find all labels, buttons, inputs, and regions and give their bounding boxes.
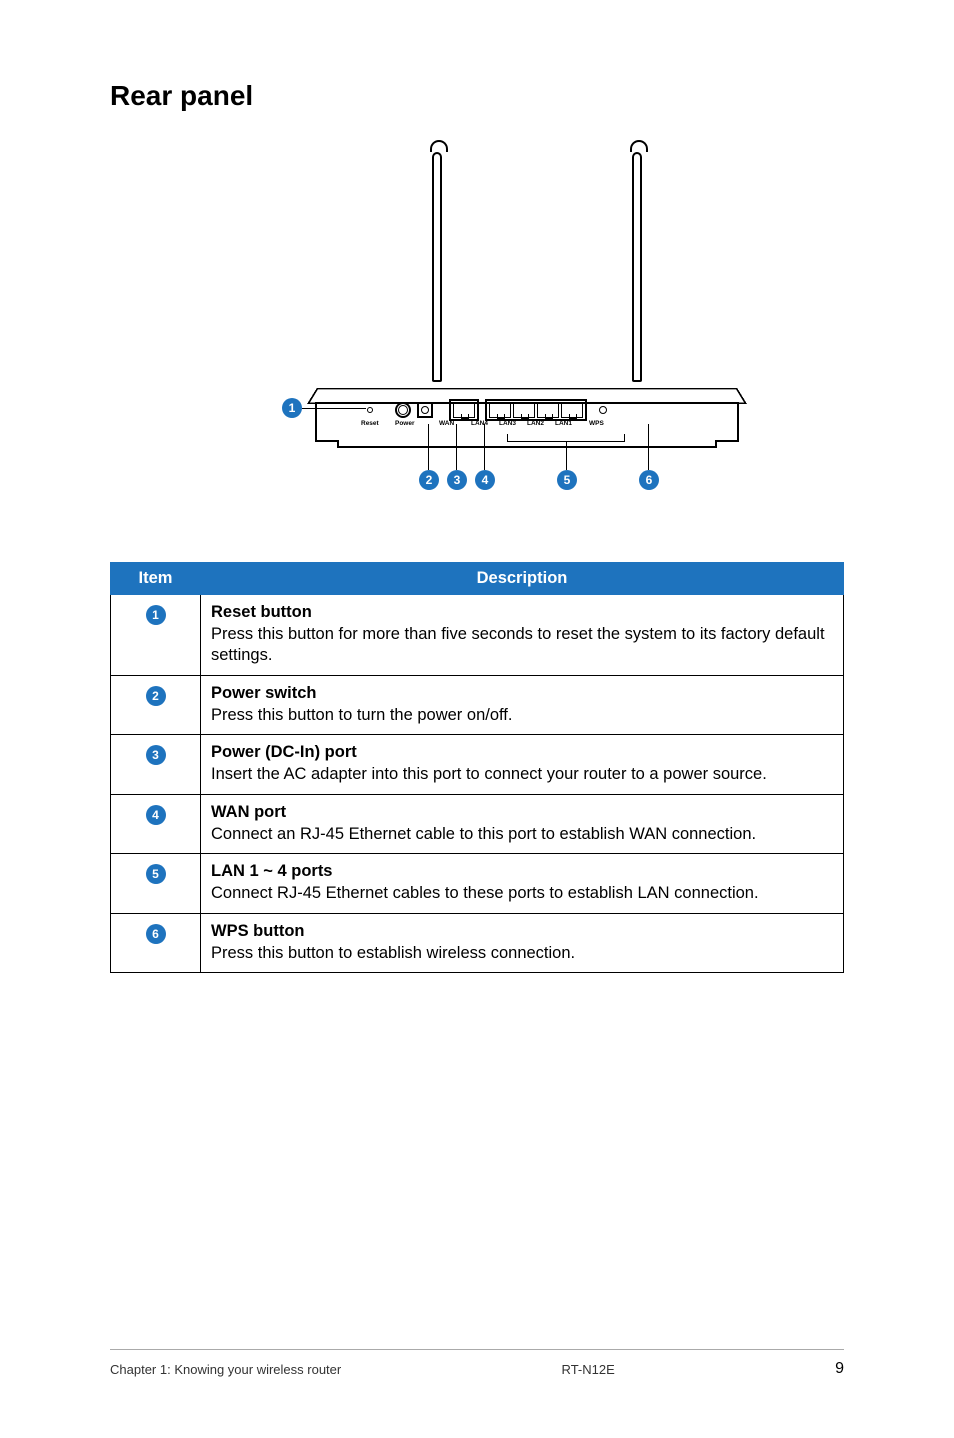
footer-chapter: Chapter 1: Knowing your wireless router xyxy=(110,1362,341,1377)
callout-4: 4 xyxy=(475,470,495,490)
callout-3-line xyxy=(456,424,457,470)
label-lan1: LAN1 xyxy=(555,420,572,427)
description-body: Connect RJ-45 Ethernet cables to these p… xyxy=(211,883,833,904)
description-title: Reset button xyxy=(211,603,833,622)
item-badge: 6 xyxy=(146,924,166,944)
footer-model: RT-N12E xyxy=(562,1362,615,1377)
section-title: Rear panel xyxy=(110,80,844,112)
description-title: Power switch xyxy=(211,684,833,703)
callout-2: 2 xyxy=(419,470,439,490)
description-cell: Reset button Press this button for more t… xyxy=(201,595,844,676)
page-footer: Chapter 1: Knowing your wireless router … xyxy=(110,1349,844,1378)
label-reset: Reset xyxy=(361,420,379,427)
item-badge: 5 xyxy=(146,864,166,884)
description-title: Power (DC-In) port xyxy=(211,743,833,762)
label-lan4: LAN4 xyxy=(471,420,488,427)
th-description: Description xyxy=(201,563,844,595)
description-title: WPS button xyxy=(211,922,833,941)
wps-button-icon xyxy=(599,406,607,414)
power-button-icon xyxy=(395,402,411,418)
antenna-left xyxy=(432,152,442,382)
wan-port-icon xyxy=(449,399,479,421)
table-row: 1 Reset button Press this button for more … xyxy=(111,595,844,676)
description-body: Press this button to turn the power on/o… xyxy=(211,705,833,726)
table-row: 3 Power (DC-In) port Insert the AC adapter… xyxy=(111,735,844,794)
item-cell: 2 xyxy=(111,675,201,734)
item-cell: 3 xyxy=(111,735,201,794)
description-cell: WPS button Press this button to establish… xyxy=(201,913,844,972)
callout-5: 5 xyxy=(557,470,577,490)
item-badge: 4 xyxy=(146,805,166,825)
description-body: Connect an RJ-45 Ethernet cable to this … xyxy=(211,824,833,845)
description-cell: Power (DC-In) port Insert the AC adapter … xyxy=(201,735,844,794)
item-cell: 5 xyxy=(111,854,201,913)
callout-3: 3 xyxy=(447,470,467,490)
reset-hole-icon xyxy=(367,407,373,413)
description-cell: LAN 1 ~ 4 ports Connect RJ-45 Ethernet ca… xyxy=(201,854,844,913)
description-table: Item Description 1 Reset button Press this… xyxy=(110,562,844,973)
item-badge: 3 xyxy=(146,745,166,765)
callout-4-line xyxy=(484,424,485,470)
table-row: 6 WPS button Press this button to establis… xyxy=(111,913,844,972)
item-cell: 6 xyxy=(111,913,201,972)
item-cell: 1 xyxy=(111,595,201,676)
callout-6-line xyxy=(648,424,649,470)
callout-1-line xyxy=(302,408,366,409)
rear-panel-diagram: Reset Power WAN LAN4 LAN3 LAN2 LAN1 WPS … xyxy=(110,152,844,512)
footer-page-number: 9 xyxy=(835,1360,844,1378)
callout-1: 1 xyxy=(282,398,302,418)
lan-ports-icon xyxy=(485,399,587,421)
description-cell: WAN port Connect an RJ-45 Ethernet cable … xyxy=(201,794,844,853)
description-cell: Power switch Press this button to turn th… xyxy=(201,675,844,734)
label-power: Power xyxy=(395,420,415,427)
callout-5-line xyxy=(566,442,567,470)
callout-6: 6 xyxy=(639,470,659,490)
antenna-right xyxy=(632,152,642,382)
label-wan: WAN xyxy=(439,420,454,427)
description-title: LAN 1 ~ 4 ports xyxy=(211,862,833,881)
th-item: Item xyxy=(111,563,201,595)
callout-5-bracket xyxy=(507,434,625,442)
table-row: 4 WAN port Connect an RJ-45 Ethernet cable… xyxy=(111,794,844,853)
label-wps: WPS xyxy=(589,420,604,427)
description-title: WAN port xyxy=(211,803,833,822)
item-cell: 4 xyxy=(111,794,201,853)
table-row: 5 LAN 1 ~ 4 ports Connect RJ-45 Ethernet c… xyxy=(111,854,844,913)
table-row: 2 Power switch Press this button to turn t… xyxy=(111,675,844,734)
label-lan3: LAN3 xyxy=(499,420,516,427)
item-badge: 1 xyxy=(146,605,166,625)
description-body: Insert the AC adapter into this port to … xyxy=(211,764,833,785)
label-lan2: LAN2 xyxy=(527,420,544,427)
callout-2-line xyxy=(428,424,429,470)
dc-jack-icon xyxy=(417,402,433,418)
description-body: Press this button for more than five sec… xyxy=(211,624,833,667)
description-body: Press this button to establish wireless … xyxy=(211,943,833,964)
item-badge: 2 xyxy=(146,686,166,706)
